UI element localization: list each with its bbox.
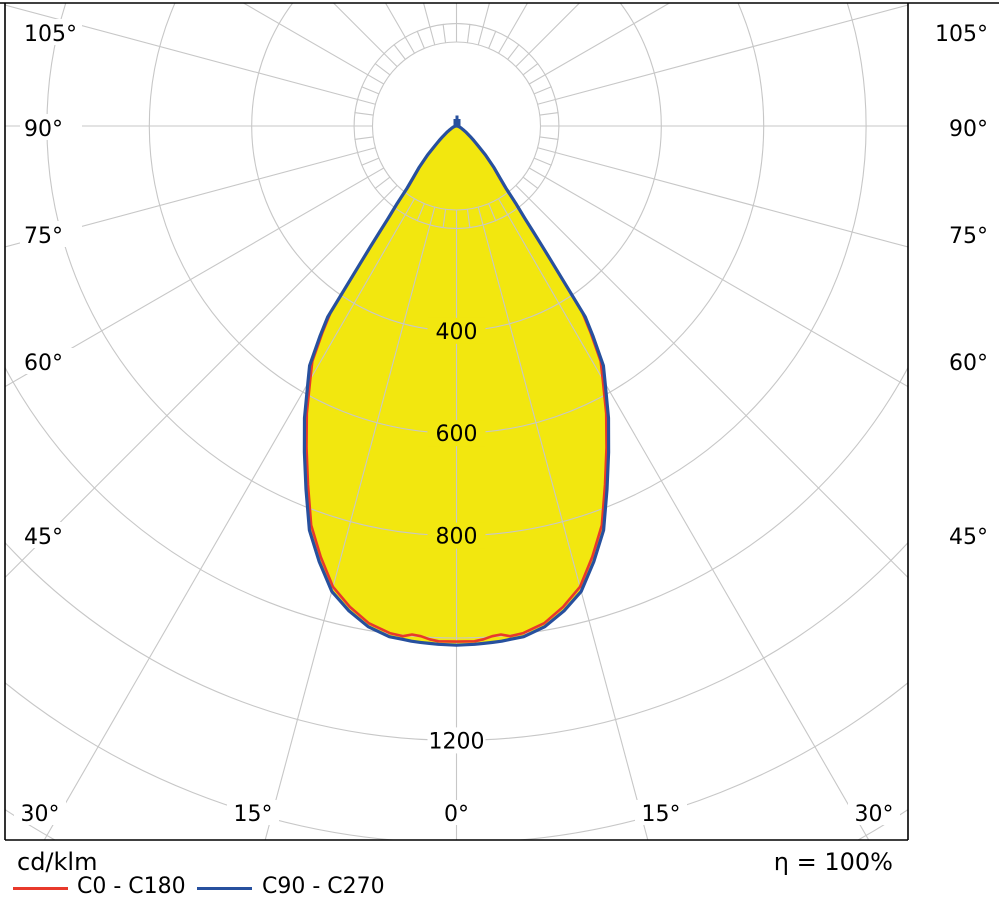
- grid-radial-line: [422, 3, 436, 46]
- angle-label-left: 75°: [24, 224, 63, 249]
- legend-label-c90-c270: C90 - C270: [262, 874, 385, 899]
- ring-label: 400: [436, 320, 478, 345]
- legend-swatch-c90-c270: [197, 887, 252, 890]
- angle-label-right: 75°: [949, 224, 988, 249]
- angle-label-box: [928, 348, 992, 374]
- angle-label-box: [20, 348, 82, 374]
- grid-minor-tick: [488, 203, 497, 222]
- grid-radial-line: [5, 185, 398, 579]
- grid-radial-line: [537, 147, 908, 248]
- ring-label-box: [427, 522, 486, 549]
- plot-frame: [0, 2, 999, 841]
- angle-labels: 0° 15° 15° 30° 30° 45° 45° 60° 60° 75° 75° 90° 90° 10…: [14, 19, 992, 827]
- grid-minor-tick: [488, 30, 497, 49]
- grid-minor-tick: [533, 157, 552, 166]
- grid-radial-line: [498, 3, 529, 54]
- grid-minor-tick: [442, 23, 447, 43]
- grid-minor-tick: [539, 136, 559, 140]
- grid-minor-tick: [442, 209, 447, 229]
- grid-minor-tick: [374, 176, 391, 190]
- grid-radial-line: [242, 3, 385, 85]
- grid-radial-line: [264, 206, 436, 840]
- angle-label: 30°: [855, 802, 894, 827]
- grid-minor-tick: [361, 86, 380, 95]
- grid-radial-line: [477, 206, 649, 840]
- angle-label-right: 105°: [935, 22, 988, 47]
- grid-minor-tick: [466, 209, 471, 229]
- ring-label-box: [427, 317, 486, 344]
- angle-label-box: [20, 19, 82, 45]
- angle-label: 30°: [21, 802, 60, 827]
- legend-label-c0-c180: C0 - C180: [77, 874, 186, 899]
- angle-label-box: [928, 114, 992, 140]
- grid-radial-line: [515, 185, 908, 579]
- angle-label-right: 45°: [949, 525, 988, 550]
- grid-radial-line: [477, 3, 491, 46]
- grid-minor-tick: [507, 43, 520, 60]
- grid-minor-tick: [361, 157, 380, 166]
- angle-label-left: 60°: [24, 351, 63, 376]
- origin-marker: [453, 115, 461, 126]
- angle-label-left: 105°: [24, 22, 77, 47]
- grid-minor-tick: [416, 30, 425, 49]
- legend: C0 - C180 C90 - C270: [0, 874, 560, 904]
- grid-radial-line: [537, 4, 908, 105]
- angle-label-box: [928, 522, 992, 548]
- grid-radial-line: [5, 147, 376, 248]
- grid-minor-tick: [522, 62, 539, 76]
- grid-minor-tick: [393, 43, 406, 60]
- angle-label-box: [928, 221, 992, 247]
- grid-minor-tick: [354, 136, 374, 140]
- angle-label-right: 90°: [949, 117, 988, 142]
- ring-label-box: [427, 420, 486, 447]
- grid-radial-line: [528, 167, 908, 388]
- ring-label: 800: [436, 525, 478, 550]
- angle-label-box: [430, 800, 483, 825]
- angle-label-left: 45°: [24, 525, 63, 550]
- angle-label-box: [928, 19, 992, 45]
- curve-c90-c270: [302, 124, 611, 647]
- grid-radial-line: [528, 3, 671, 85]
- angle-label-right: 60°: [949, 351, 988, 376]
- angle-label: 0°: [444, 802, 469, 827]
- angle-label-left: 90°: [24, 117, 63, 142]
- angle-label: 15°: [642, 802, 681, 827]
- grid-minor-tick: [522, 176, 539, 190]
- grid-minor-tick: [374, 62, 391, 76]
- angle-label-box: [20, 522, 82, 548]
- grid-minor-tick: [416, 203, 425, 222]
- grid-minor-tick: [354, 112, 374, 116]
- grid-radial-line: [5, 4, 376, 105]
- angle-label-box: [635, 800, 687, 825]
- efficiency-label: η = 100%: [773, 848, 893, 876]
- grid-radial-line: [5, 167, 385, 388]
- angle-label-box: [227, 800, 279, 825]
- angle-label-box: [20, 221, 82, 247]
- legend-swatch-c0-c180: [13, 887, 68, 890]
- grid-radial-line: [515, 3, 581, 67]
- grid-minor-tick: [466, 23, 471, 43]
- angle-label-box: [14, 800, 66, 825]
- ring-label: 600: [436, 422, 478, 447]
- ring-label-box: [427, 727, 486, 754]
- grid-radial-line: [43, 198, 415, 840]
- angle-label: 15°: [234, 802, 273, 827]
- ring-labels: 400 600 800 1200: [427, 317, 486, 754]
- grid-minor-tick: [533, 86, 552, 95]
- angle-label-box: [20, 114, 82, 140]
- grid-minor-tick: [539, 112, 559, 116]
- unit-label: cd/klm: [17, 848, 98, 876]
- grid-radial-line: [498, 198, 870, 840]
- ring-label: 1200: [429, 729, 485, 754]
- angle-label-box: [848, 800, 900, 825]
